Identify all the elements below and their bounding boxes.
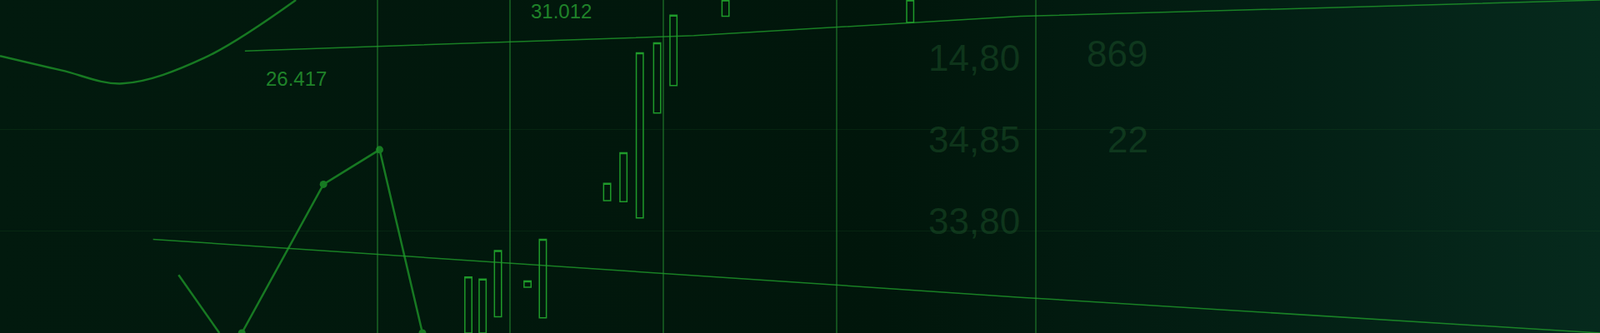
svg-text:14,80: 14,80 <box>928 37 1020 79</box>
svg-text:34,85: 34,85 <box>928 119 1020 160</box>
svg-text:22: 22 <box>1107 119 1149 160</box>
svg-text:869: 869 <box>1086 33 1148 75</box>
svg-text:26.417: 26.417 <box>265 67 327 90</box>
svg-text:33,80: 33,80 <box>928 200 1020 242</box>
svg-text:31.012: 31.012 <box>530 0 592 23</box>
